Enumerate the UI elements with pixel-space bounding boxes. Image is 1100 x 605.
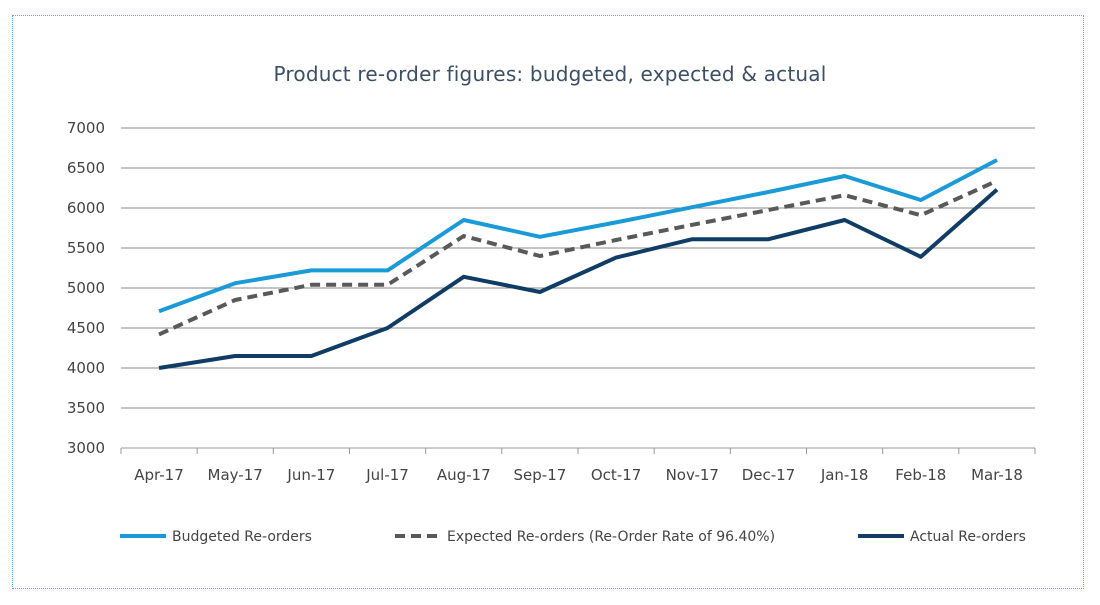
y-tick-label: 5500 [67,239,105,257]
legend-label: Actual Re-orders [910,529,1026,545]
chart-frame [12,15,1084,589]
x-tick-label: Apr-17 [134,466,184,484]
chart-title: Product re-order figures: budgeted, expe… [273,62,827,86]
series-line-1 [158,158,998,314]
x-tick-label: Oct-17 [591,466,641,484]
x-tick-label: Dec-17 [742,466,796,484]
y-tick-label: 5000 [67,279,105,297]
y-tick-label: 6000 [67,199,105,217]
x-tick-label: Jul-17 [365,466,409,484]
x-tick-label: Jun-17 [286,466,335,484]
y-tick-label: 6500 [67,159,105,177]
y-tick-label: 3000 [67,439,105,457]
x-tick-label: May-17 [208,466,263,484]
y-tick-label: 4000 [67,359,105,377]
legend-label: Budgeted Re-orders [172,529,312,545]
x-tick-label: Feb-18 [895,466,946,484]
series-line-2 [158,178,998,337]
x-tick-label: Jan-18 [820,466,869,484]
x-tick-label: Mar-18 [971,466,1023,484]
x-tick-label: Nov-17 [666,466,719,484]
series-line-3 [158,188,999,370]
y-tick-label: 7000 [67,119,105,137]
legend-label: Expected Re-orders (Re-Order Rate of 96.… [447,529,775,545]
y-tick-label: 4500 [67,319,105,337]
x-tick-label: Aug-17 [437,466,491,484]
y-tick-label: 3500 [67,399,105,417]
x-tick-label: Sep-17 [514,466,567,484]
